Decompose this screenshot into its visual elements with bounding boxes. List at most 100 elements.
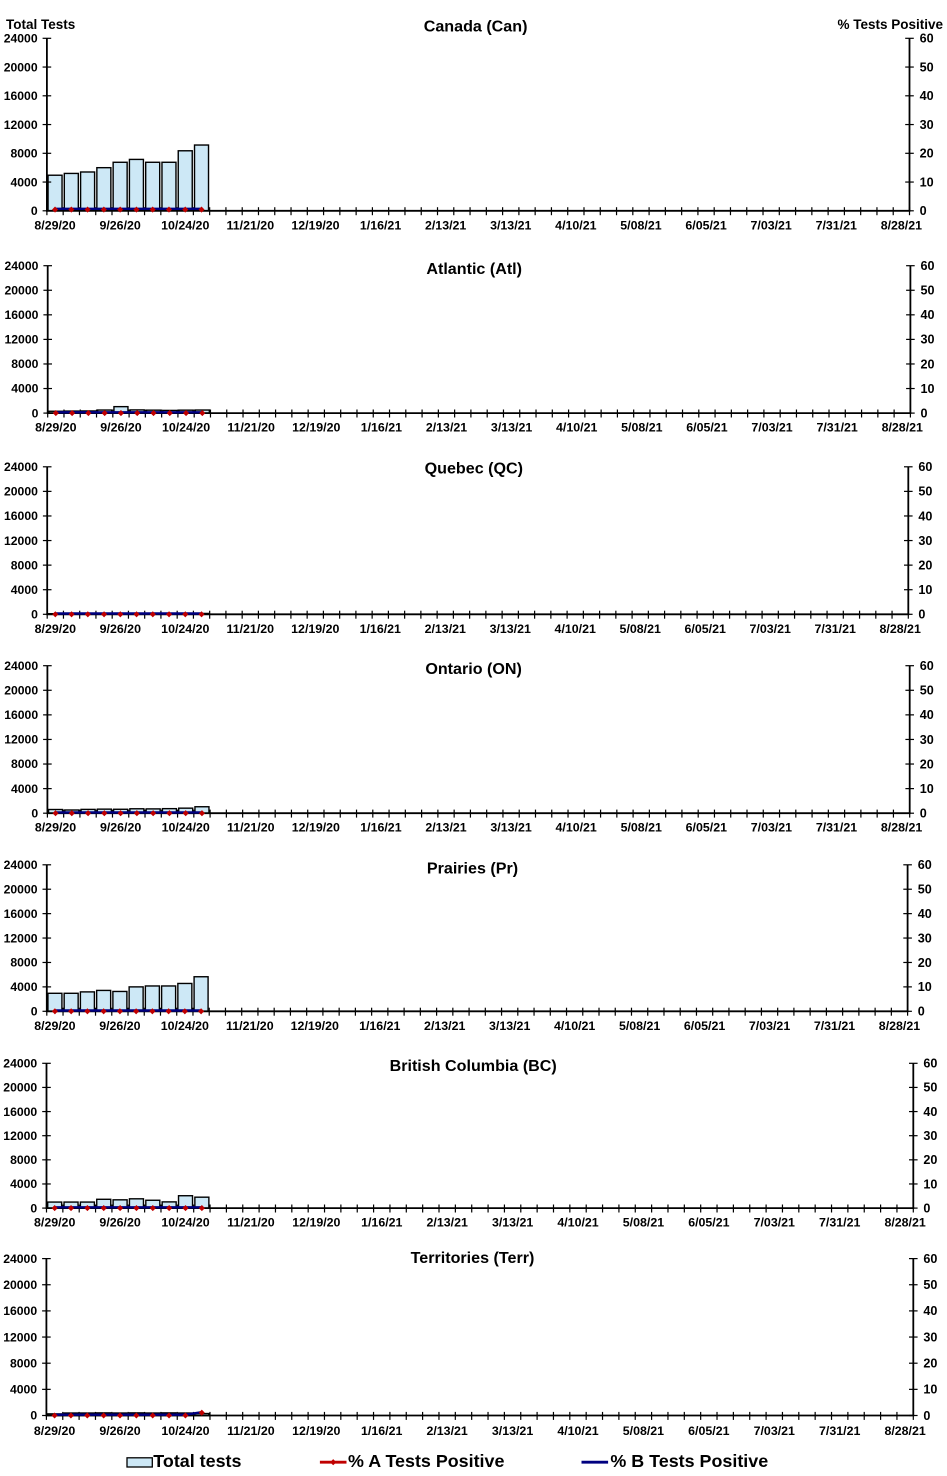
svg-text:4/10/21: 4/10/21 — [557, 1424, 598, 1438]
svg-text:2/13/21: 2/13/21 — [425, 622, 466, 636]
svg-text:10: 10 — [923, 1383, 937, 1397]
svg-text:24000: 24000 — [4, 858, 38, 872]
svg-text:5/08/21: 5/08/21 — [619, 1019, 660, 1033]
svg-text:20: 20 — [920, 757, 934, 771]
svg-text:50: 50 — [921, 284, 935, 298]
svg-text:7/31/21: 7/31/21 — [819, 1216, 860, 1230]
svg-text:9/26/20: 9/26/20 — [100, 421, 141, 435]
svg-text:12/19/20: 12/19/20 — [292, 821, 340, 835]
svg-text:60: 60 — [918, 460, 932, 474]
svg-text:6/05/21: 6/05/21 — [686, 821, 727, 835]
svg-text:8/29/20: 8/29/20 — [34, 1216, 75, 1230]
svg-text:16000: 16000 — [4, 89, 38, 103]
svg-text:16000: 16000 — [3, 1105, 37, 1119]
svg-text:6/05/21: 6/05/21 — [688, 1216, 729, 1230]
svg-text:30: 30 — [923, 1129, 937, 1143]
svg-text:24000: 24000 — [3, 1057, 37, 1071]
svg-text:2/13/21: 2/13/21 — [425, 821, 466, 835]
svg-text:5/08/21: 5/08/21 — [621, 821, 662, 835]
svg-text:0: 0 — [920, 807, 927, 821]
svg-text:40: 40 — [923, 1304, 937, 1318]
svg-text:24000: 24000 — [5, 259, 39, 273]
svg-text:3/13/21: 3/13/21 — [491, 421, 532, 435]
svg-text:30: 30 — [920, 118, 934, 132]
svg-text:0: 0 — [31, 608, 38, 622]
svg-text:50: 50 — [923, 1081, 937, 1095]
svg-text:8000: 8000 — [11, 558, 38, 572]
svg-text:7/31/21: 7/31/21 — [819, 1424, 860, 1438]
svg-text:11/21/20: 11/21/20 — [227, 1216, 275, 1230]
svg-text:2/13/21: 2/13/21 — [425, 218, 466, 232]
svg-text:8000: 8000 — [10, 1153, 37, 1167]
svg-text:7/03/21: 7/03/21 — [751, 421, 792, 435]
svg-text:20: 20 — [921, 357, 935, 371]
svg-text:9/26/20: 9/26/20 — [99, 1424, 140, 1438]
svg-text:4000: 4000 — [11, 782, 38, 796]
svg-text:0: 0 — [920, 204, 927, 218]
svg-text:12000: 12000 — [5, 333, 39, 347]
svg-text:10/24/20: 10/24/20 — [162, 821, 210, 835]
svg-text:Territories (Terr): Territories (Terr) — [411, 1249, 535, 1267]
svg-text:6/05/21: 6/05/21 — [685, 218, 726, 232]
svg-text:30: 30 — [921, 333, 935, 347]
svg-text:10/24/20: 10/24/20 — [161, 218, 209, 232]
svg-text:20000: 20000 — [4, 485, 38, 499]
svg-text:50: 50 — [920, 60, 934, 74]
svg-text:0: 0 — [31, 204, 38, 218]
svg-text:7/03/21: 7/03/21 — [750, 218, 791, 232]
svg-text:50: 50 — [920, 684, 934, 698]
svg-text:4/10/21: 4/10/21 — [555, 218, 596, 232]
svg-text:11/21/20: 11/21/20 — [227, 218, 275, 232]
svg-text:10: 10 — [920, 782, 934, 796]
svg-text:60: 60 — [918, 858, 932, 872]
svg-text:30: 30 — [923, 1330, 937, 1344]
svg-text:7/31/21: 7/31/21 — [816, 421, 857, 435]
svg-text:8/29/20: 8/29/20 — [34, 1019, 75, 1033]
svg-text:12/19/20: 12/19/20 — [291, 1019, 339, 1033]
svg-text:9/26/20: 9/26/20 — [100, 622, 141, 636]
svg-text:% Tests Positive: % Tests Positive — [837, 17, 943, 32]
svg-text:20: 20 — [923, 1153, 937, 1167]
svg-text:50: 50 — [923, 1278, 937, 1292]
svg-text:11/21/20: 11/21/20 — [227, 821, 275, 835]
svg-text:8/29/20: 8/29/20 — [34, 1424, 75, 1438]
svg-text:7/03/21: 7/03/21 — [754, 1424, 795, 1438]
svg-text:20000: 20000 — [4, 683, 38, 697]
svg-text:0: 0 — [32, 406, 39, 420]
svg-text:12/19/20: 12/19/20 — [291, 218, 339, 232]
svg-text:20: 20 — [918, 956, 932, 970]
svg-text:60: 60 — [923, 1057, 937, 1071]
svg-text:12/19/20: 12/19/20 — [292, 421, 340, 435]
svg-text:20: 20 — [918, 558, 932, 572]
svg-text:24000: 24000 — [4, 32, 38, 46]
svg-text:7/31/21: 7/31/21 — [816, 821, 857, 835]
svg-text:12000: 12000 — [3, 1129, 37, 1143]
svg-text:50: 50 — [918, 883, 932, 897]
svg-text:10/24/20: 10/24/20 — [161, 1216, 209, 1230]
svg-text:12000: 12000 — [4, 118, 38, 132]
svg-text:40: 40 — [920, 89, 934, 103]
svg-text:1/16/21: 1/16/21 — [360, 821, 401, 835]
svg-text:8/29/20: 8/29/20 — [35, 821, 76, 835]
svg-text:6/05/21: 6/05/21 — [684, 1019, 725, 1033]
svg-text:Quebec (QC): Quebec (QC) — [425, 460, 523, 478]
svg-text:1/16/21: 1/16/21 — [359, 1019, 400, 1033]
svg-text:7/31/21: 7/31/21 — [814, 1019, 855, 1033]
svg-text:8000: 8000 — [11, 757, 38, 771]
svg-text:6/05/21: 6/05/21 — [686, 421, 727, 435]
svg-text:3/13/21: 3/13/21 — [492, 1424, 533, 1438]
svg-text:24000: 24000 — [3, 1252, 37, 1266]
svg-text:11/21/20: 11/21/20 — [227, 622, 275, 636]
svg-text:0: 0 — [918, 1005, 925, 1019]
svg-text:20000: 20000 — [3, 1278, 37, 1292]
svg-text:1/16/21: 1/16/21 — [361, 1216, 402, 1230]
svg-text:12/19/20: 12/19/20 — [291, 622, 339, 636]
svg-text:4/10/21: 4/10/21 — [557, 1216, 598, 1230]
svg-text:Canada (Can): Canada (Can) — [424, 17, 528, 35]
svg-text:3/13/21: 3/13/21 — [490, 218, 531, 232]
svg-text:Total tests: Total tests — [153, 1451, 241, 1471]
svg-text:2/13/21: 2/13/21 — [426, 421, 467, 435]
svg-text:9/26/20: 9/26/20 — [99, 218, 140, 232]
svg-text:8/29/20: 8/29/20 — [34, 218, 75, 232]
svg-text:Atlantic (Atl): Atlantic (Atl) — [426, 260, 522, 278]
